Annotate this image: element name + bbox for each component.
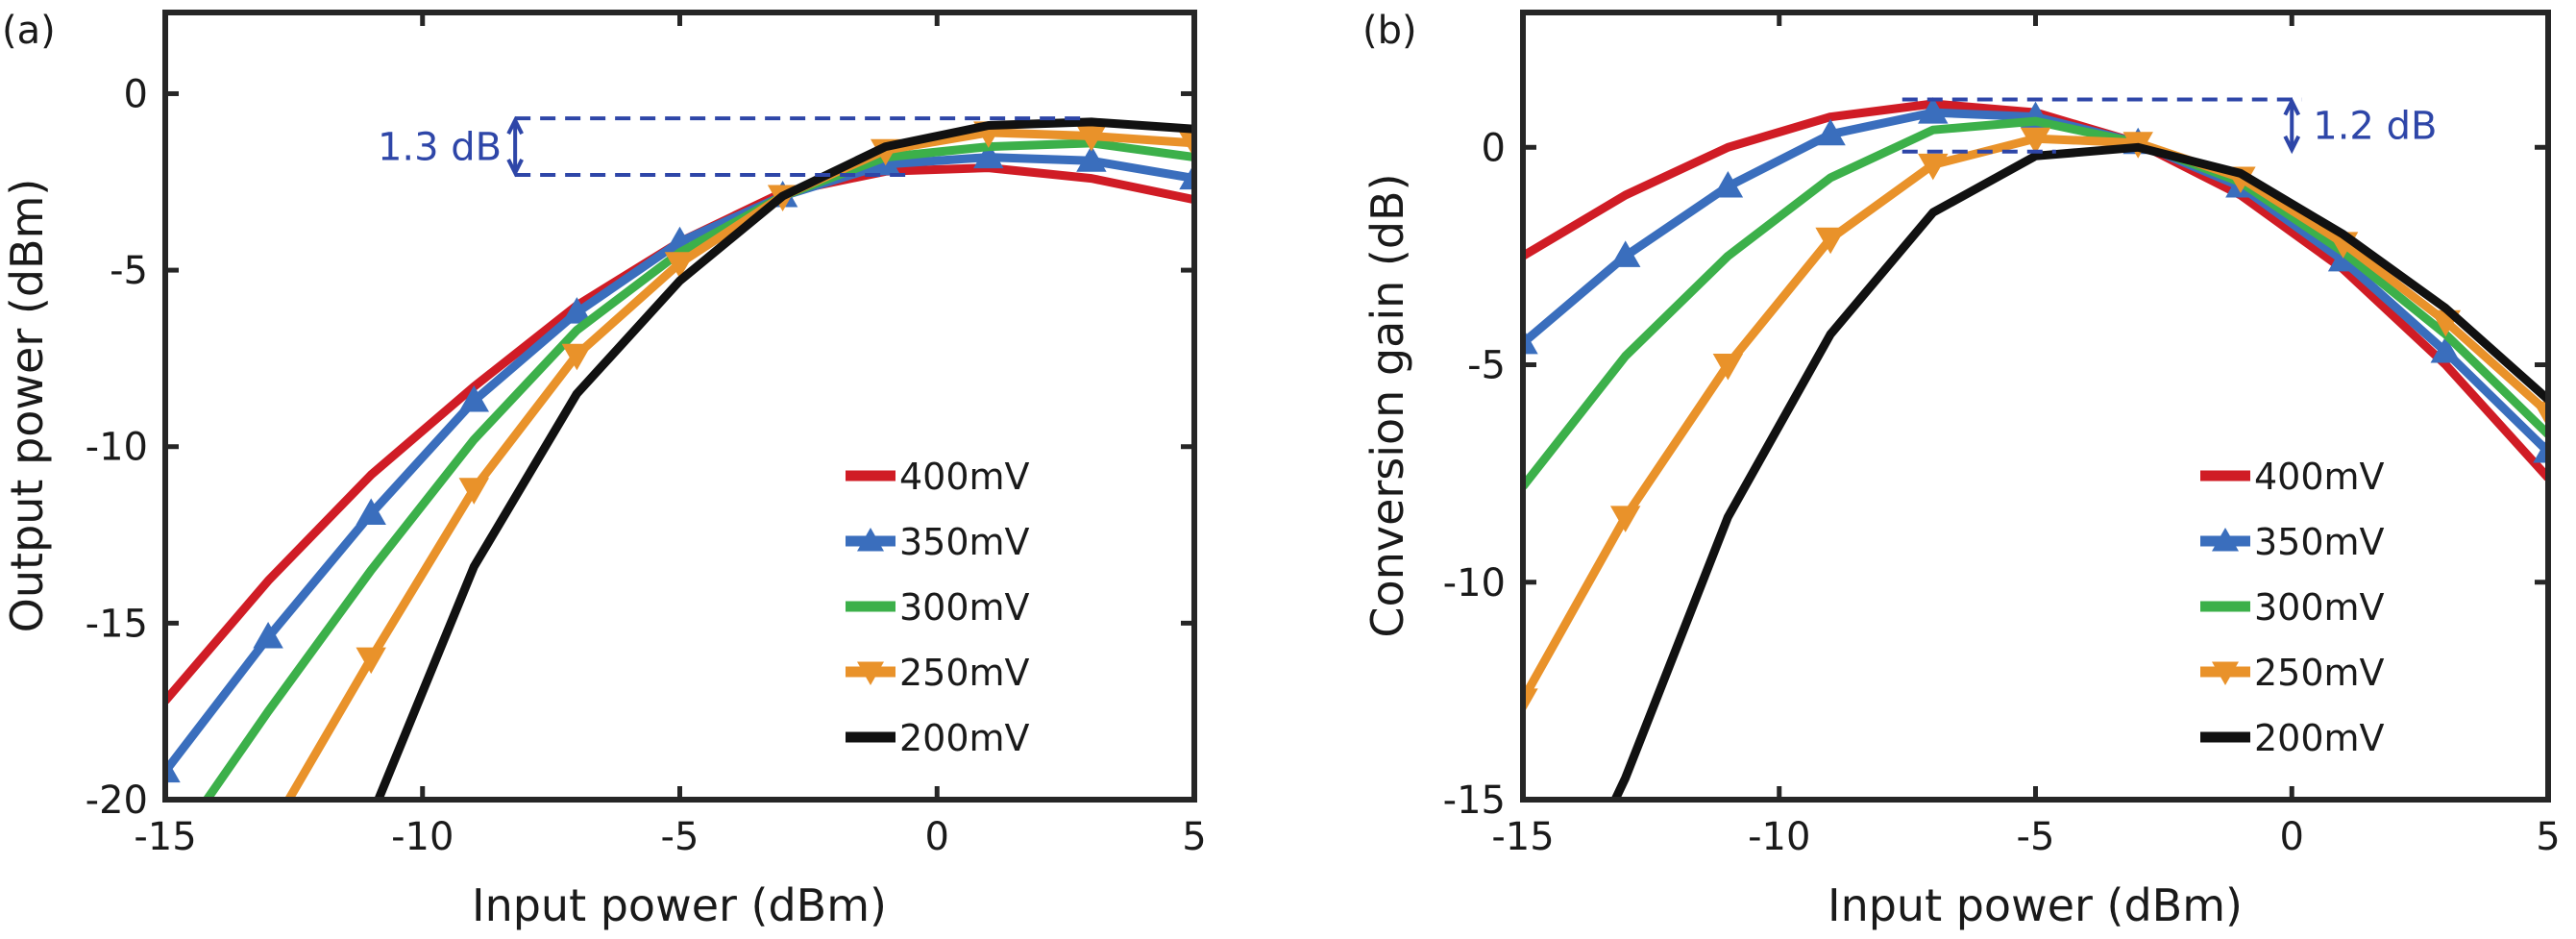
y-axis-title-a: Output power (dBm): [1, 179, 53, 633]
legend-label-300mV: 300mV: [899, 586, 1030, 629]
panel-label-a: (a): [2, 9, 56, 53]
data-point-250mV: [1815, 227, 1846, 255]
x-tick-label-b: 0: [2280, 815, 2304, 859]
data-point-350mV: [253, 622, 283, 649]
data-point-250mV: [255, 825, 282, 849]
data-point-250mV: [1179, 132, 1194, 159]
legend-a: 400mV 350mV 300mV 250mV 200mV: [846, 456, 1030, 759]
y-tick-label-a: -10: [86, 426, 148, 470]
y-tick-label-b: -10: [1443, 561, 1506, 605]
data-point-350mV: [973, 141, 1004, 169]
series-line-200mV: [1610, 142, 2548, 800]
data-point-350mV: [1076, 145, 1107, 172]
annotation-arrowhead-up-b: [2283, 97, 2301, 116]
x-tick-label-a: -5: [661, 815, 699, 859]
legend-label-350mV: 350mV: [2254, 521, 2385, 563]
data-point-250mV: [356, 647, 386, 675]
legend-marker-350mV: [857, 528, 884, 552]
ticks-a: -15 -10 -5 0 5-20-15-10-50: [86, 12, 1207, 859]
data-point-350mV: [165, 755, 181, 783]
legend-label-250mV: 250mV: [899, 652, 1030, 694]
panel-b-conversion-gain: (b) -15 -10 -5 0 5 -15 -10 -5 0 Input power (dBm…: [1362, 9, 2561, 931]
data-point-250mV: [458, 478, 490, 505]
x-tick-label-b: 5: [2536, 815, 2560, 859]
panel-label-b: (b): [1362, 9, 1417, 53]
data-point-350mV: [1523, 327, 1538, 355]
data-point-350mV: [1815, 118, 1846, 146]
panel-a-output-power: (a) -15 -10 -5 0 5-20-15-10-50 Input power (…: [1, 9, 1207, 931]
annotation-arrowhead-down-a: [506, 159, 524, 178]
x-tick-label-a: -15: [134, 815, 196, 859]
y-tick-label-a: -5: [110, 249, 148, 293]
y-axis-title-b: Conversion gain (dB): [1362, 173, 1413, 637]
series-line-200mV: [373, 117, 1194, 800]
annotation-label-b: 1.2 dB: [2313, 105, 2437, 149]
data-point-350mV: [356, 498, 386, 526]
data-point-350mV: [2533, 435, 2548, 463]
data-point-350mV: [561, 297, 593, 324]
y-tick-label-a: -20: [86, 778, 148, 823]
annotation-label-a: 1.3 dB: [378, 126, 502, 170]
x-tick-label-b: -5: [2017, 815, 2055, 859]
data-point-250mV: [664, 252, 696, 279]
y-tick-label-b: 0: [1482, 126, 1506, 170]
x-axis-title-a: Input power (dBm): [472, 879, 887, 931]
data-point-250mV: [561, 343, 593, 371]
legend-label-200mV: 200mV: [899, 717, 1030, 759]
x-tick-label-a: 5: [1182, 815, 1206, 859]
data-point-250mV: [2020, 127, 2051, 155]
legend-marker-350mV: [2212, 528, 2239, 552]
legend-label-250mV: 250mV: [2254, 652, 2385, 694]
annotation-arrowhead-up-a: [506, 115, 524, 136]
data-point-250mV: [1712, 354, 1744, 381]
legend-label-400mV: 400mV: [2254, 456, 2385, 498]
data-point-350mV: [1609, 240, 1641, 267]
y-tick-label-b: -15: [1443, 778, 1506, 823]
data-point-350mV: [1179, 162, 1194, 190]
legend-label-200mV: 200mV: [2254, 717, 2385, 759]
legend-marker-250mV: [857, 661, 884, 685]
legend-label-400mV: 400mV: [899, 456, 1030, 498]
x-tick-label-b: -10: [1748, 815, 1810, 859]
annotation-a: 1.3 dB: [378, 115, 1082, 178]
annotation-arrowhead-down-b: [2283, 135, 2301, 155]
ticks-b: -15 -10 -5 0 5 -15 -10 -5 0: [1443, 12, 2561, 859]
data-point-350mV: [1712, 170, 1744, 198]
y-tick-label-a: 0: [124, 72, 148, 116]
annotation-b: 1.2 dB: [1901, 97, 2437, 155]
data-point-250mV: [1609, 506, 1641, 532]
series-line-300mV: [1523, 116, 2548, 489]
x-tick-label-a: -10: [391, 815, 454, 859]
plot-area-b: [1523, 97, 2548, 800]
data-point-250mV: [1918, 153, 1949, 181]
data-point-350mV: [2430, 335, 2462, 363]
x-tick-label-a: 0: [925, 815, 949, 859]
legend-label-300mV: 300mV: [2254, 586, 2385, 629]
data-point-250mV: [2533, 401, 2548, 429]
data-point-350mV: [458, 384, 490, 412]
x-axis-title-b: Input power (dBm): [1828, 879, 2243, 931]
data-point-250mV: [1523, 688, 1538, 715]
legend-label-350mV: 350mV: [899, 521, 1030, 563]
plot-area-a: [165, 117, 1194, 849]
x-tick-label-b: -15: [1491, 815, 1554, 859]
y-tick-label-b: -5: [1467, 344, 1506, 388]
legend-marker-250mV: [2212, 661, 2239, 685]
y-tick-label-a: -15: [86, 602, 148, 646]
data-point-350mV: [1918, 97, 1949, 124]
legend-b: 400mV 350mV 300mV 250mV 200mV: [2200, 456, 2385, 759]
